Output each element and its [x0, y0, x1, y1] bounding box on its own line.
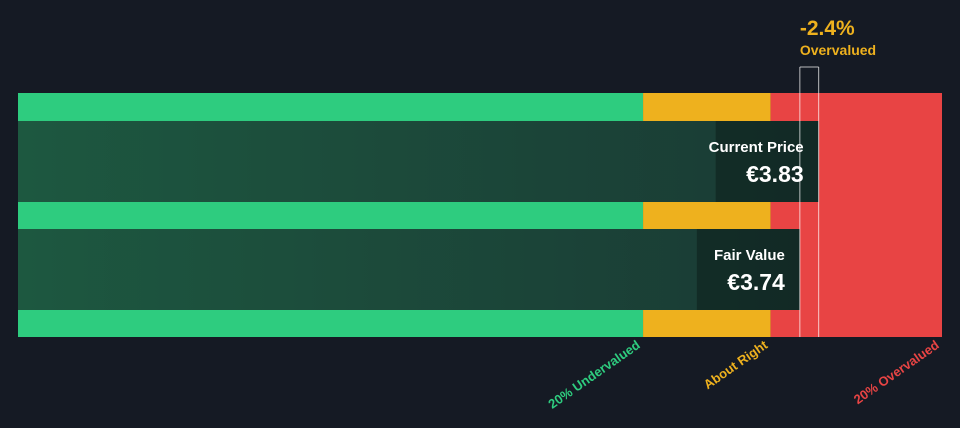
bar-current-price-label: Current Price [709, 139, 804, 156]
bar-fair-value-fill [18, 229, 800, 310]
bar-current-price-fill [18, 121, 819, 202]
bar-current-price-label-bg [715, 121, 819, 202]
bar-current-price-value: €3.83 [746, 161, 804, 187]
bar-current-price: Current Price €3.83 [18, 121, 819, 202]
zone-label-undervalued: 20% Undervalued [545, 337, 642, 411]
bar-fair-value-value: €3.74 [727, 269, 785, 295]
difference-value: -2.4% [800, 17, 855, 40]
difference-label: Overvalued [800, 42, 876, 58]
bar-fair-value-label-bg [696, 229, 800, 310]
zone-label-overvalued: 20% Overvalued [851, 337, 942, 407]
bar-fair-value-label: Fair Value [714, 247, 785, 264]
zone-label-about-right: About Right [701, 337, 771, 392]
bar-fair-value: Fair Value €3.74 [18, 229, 800, 310]
